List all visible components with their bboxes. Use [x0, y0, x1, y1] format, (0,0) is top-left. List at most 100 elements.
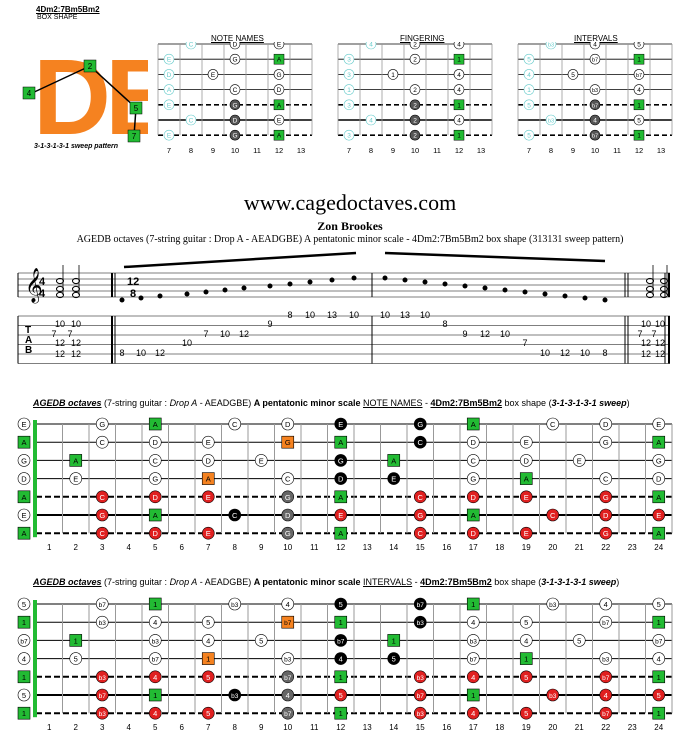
- note-marker: [69, 652, 83, 665]
- note-marker: [281, 472, 295, 485]
- note-marker: [413, 615, 427, 629]
- note-label: D: [285, 420, 291, 429]
- note-marker: [281, 706, 295, 720]
- note-head: [422, 279, 428, 285]
- note-label: 4: [471, 709, 475, 718]
- mini-note-label: 1: [347, 87, 351, 94]
- svg-text:7: 7: [132, 132, 137, 141]
- note-label: D: [153, 438, 159, 447]
- score-subtitle: AGEDB octaves (7-string guitar : Drop A …: [76, 234, 624, 245]
- fret-number: 18: [495, 723, 504, 732]
- note-label: 4: [604, 691, 608, 700]
- tab-fret: 10: [305, 310, 315, 320]
- mini-note-label: b7: [592, 103, 598, 109]
- mini-note: [185, 114, 197, 126]
- mini-note: [545, 114, 557, 126]
- fret-number: 17: [469, 543, 478, 552]
- note-label: E: [524, 529, 529, 538]
- mini-note-label: 4: [457, 42, 461, 49]
- note-marker: [413, 706, 427, 720]
- fret-number: 7: [206, 723, 211, 732]
- mini-note-label: A: [277, 102, 282, 109]
- tab-fret: 8: [119, 348, 124, 358]
- note-label: b3: [284, 657, 292, 664]
- tab-fret: 10: [55, 319, 65, 329]
- note-label: G: [603, 438, 609, 447]
- note-head: [582, 295, 588, 301]
- mini-note-label: 3: [347, 57, 351, 64]
- fretboard-intervals: 1 2 3 4 5 6 7 8 9 10 11 12 13 14 15 16 17 18 19 20 21 22 23 245…: [17, 597, 673, 732]
- note-label: C: [550, 511, 556, 520]
- note-label: 1: [74, 636, 78, 645]
- note-label: 5: [657, 600, 661, 609]
- tab-fret: 13: [327, 310, 337, 320]
- time-sig: 4: [39, 276, 46, 288]
- mini-note: [273, 69, 285, 80]
- note-marker: [228, 688, 242, 702]
- mini-fret-number: 7: [527, 146, 531, 155]
- mini-note-label: b7: [592, 134, 598, 140]
- note-label: A: [153, 511, 158, 520]
- note-label: b7: [284, 620, 292, 627]
- fret-number: 1: [47, 543, 52, 552]
- note-marker: [281, 435, 295, 449]
- mini-fret-number: 8: [189, 146, 193, 155]
- author: Zon Brookes: [317, 219, 383, 233]
- mini-note: [229, 114, 241, 126]
- db-shape-graphic: DB 4 2 5 7: [22, 36, 148, 144]
- note-label: 5: [339, 600, 343, 609]
- note-marker: [17, 670, 31, 684]
- note-marker: [599, 508, 613, 522]
- time-sig: 4: [39, 288, 46, 300]
- fret-number: 16: [442, 723, 451, 732]
- mini-diagrams: 7 8 9 10 11 12 13C D EE G AD E GA C DE G AC D EE G A7 8 9 10 11 1…: [157, 42, 673, 155]
- mini-note: [589, 42, 601, 50]
- note-label: A: [338, 438, 343, 447]
- note-marker: [652, 472, 666, 485]
- note-label: 4: [153, 673, 157, 682]
- tab-fret: 10: [182, 338, 192, 348]
- note-label: b7: [284, 675, 292, 682]
- treble-clef: 𝄞: [25, 268, 43, 304]
- note-marker: [652, 652, 666, 665]
- note-label: E: [338, 511, 343, 520]
- chord-note: [646, 277, 654, 285]
- fret-number: 24: [654, 723, 663, 732]
- tab-fret: 10: [349, 310, 359, 320]
- sweep-pattern-label: 3-1-3-1-3-1 sweep pattern: [34, 143, 119, 150]
- tab-letter: T: [25, 325, 31, 336]
- mini-fret-number: 10: [591, 146, 599, 155]
- note-label: b3: [549, 693, 557, 700]
- mini-note-label: 5: [571, 72, 575, 79]
- note-label: D: [471, 493, 477, 502]
- note-label: b7: [20, 638, 28, 645]
- tab-fret: 7: [51, 329, 56, 339]
- beam: [384, 251, 606, 263]
- note-label: 5: [259, 636, 263, 645]
- chord-note: [72, 277, 80, 285]
- fret-number: 15: [416, 543, 425, 552]
- note-head: [502, 287, 508, 293]
- note-label: b7: [99, 602, 107, 609]
- tab-fret: 12: [641, 349, 651, 359]
- note-label: G: [285, 438, 291, 447]
- note-marker: [148, 435, 162, 449]
- tab-fret: 10: [136, 348, 146, 358]
- note-marker: [546, 597, 560, 611]
- note-label: 4: [339, 655, 343, 664]
- note-marker: [519, 490, 533, 504]
- fret-number: 5: [153, 543, 158, 552]
- note-marker: [95, 688, 109, 702]
- mini-note-label: 5: [637, 42, 641, 49]
- mini-note: [589, 84, 601, 95]
- note-marker: [148, 508, 162, 522]
- fret-number: 23: [628, 723, 637, 732]
- note-marker: [228, 597, 242, 611]
- mini-root: [273, 53, 285, 65]
- note-marker: [599, 435, 613, 449]
- mini-root: [453, 129, 465, 141]
- tab-fret: 10: [500, 329, 510, 339]
- note-marker: [95, 490, 109, 504]
- tab-fret: 13: [400, 310, 410, 320]
- note-marker: [466, 615, 480, 629]
